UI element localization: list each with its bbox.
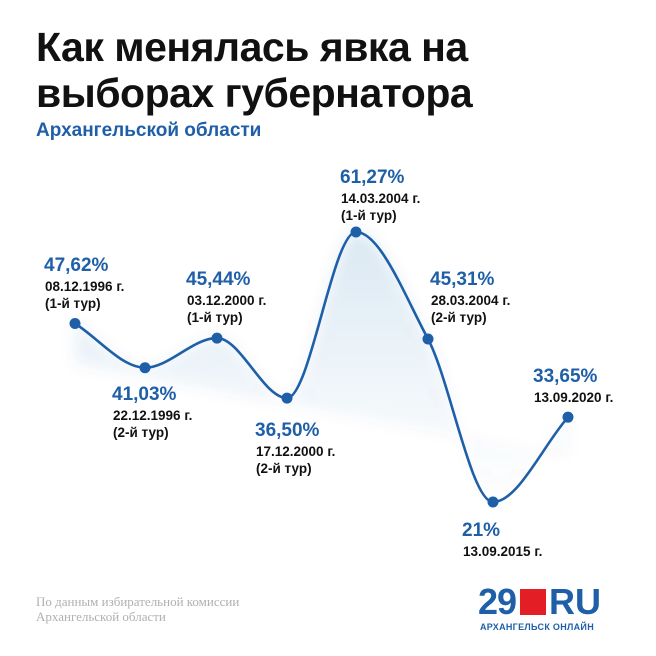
data-point-2: [139, 362, 151, 374]
value-label-2: 41,03%: [112, 384, 177, 405]
value-label-7: 21%: [462, 520, 500, 541]
data-point-4: [281, 392, 293, 404]
source-note-line-1: По данным избирательной комиссии: [36, 594, 240, 609]
data-labels-layer: 47,62% 08.12.1996 г. (1-й тур) 41,03% 22.12.…: [44, 167, 613, 559]
date-label-1: 08.12.1996 г.: [45, 279, 124, 294]
round-label-3: (1-й тур): [187, 310, 243, 325]
logo-number: 29: [478, 581, 517, 622]
date-label-3: 03.12.2000 г.: [187, 293, 266, 308]
series-line-layer: [73, 230, 570, 504]
date-label-7: 13.09.2015 г.: [463, 544, 542, 559]
data-label-group-4: 36,50% 17.12.2000 г. (2-й тур): [255, 420, 335, 476]
data-label-group-7: 21% 13.09.2015 г.: [462, 520, 542, 559]
round-label-4: (2-й тур): [256, 461, 312, 476]
data-point-5: [350, 226, 362, 238]
logo-suffix: RU: [549, 581, 602, 622]
date-label-5: 14.03.2004 г.: [341, 191, 420, 206]
date-label-6: 28.03.2004 г.: [431, 293, 510, 308]
data-label-group-2: 41,03% 22.12.1996 г. (2-й тур): [112, 384, 192, 440]
round-label-1: (1-й тур): [45, 296, 101, 311]
round-label-2: (2-й тур): [113, 425, 169, 440]
data-point-3: [211, 332, 223, 344]
value-label-8: 33,65%: [533, 366, 598, 387]
line-shadow: [75, 232, 568, 502]
date-label-2: 22.12.1996 г.: [113, 408, 192, 423]
chart-title: Как менялась явка на выборах губернатора: [36, 24, 473, 116]
value-label-5: 61,27%: [340, 167, 405, 188]
logo-tagline: АРХАНГЕЛЬСК ОНЛАЙН: [480, 622, 595, 632]
data-point-8: [562, 411, 574, 423]
data-label-group-5: 61,27% 14.03.2004 г. (1-й тур): [340, 167, 420, 223]
round-label-6: (2-й тур): [431, 310, 487, 325]
data-label-group-6: 45,31% 28.03.2004 г. (2-й тур): [430, 269, 510, 325]
data-label-group-3: 45,44% 03.12.2000 г. (1-й тур): [186, 269, 266, 325]
data-label-group-8: 33,65% 13.09.2020 г.: [533, 366, 613, 405]
value-label-1: 47,62%: [44, 255, 109, 276]
data-point-7: [487, 496, 499, 508]
site-logo[interactable]: 29 RU АРХАНГЕЛЬСК ОНЛАЙН: [478, 584, 628, 634]
value-label-3: 45,44%: [186, 269, 251, 290]
data-points-layer: [69, 226, 574, 508]
logo-red-square-icon: [520, 589, 547, 615]
value-label-4: 36,50%: [255, 420, 320, 441]
turnout-series-line: [73, 230, 570, 504]
data-point-6: [422, 333, 434, 345]
data-label-group-1: 47,62% 08.12.1996 г. (1-й тур): [44, 255, 124, 311]
date-label-4: 17.12.2000 г.: [256, 444, 335, 459]
line-glow: [75, 232, 568, 502]
date-label-8: 13.09.2020 г.: [534, 390, 613, 405]
logo-wordmark: 29 RU: [478, 584, 601, 620]
chart-subtitle: Архангельской области: [36, 120, 262, 141]
round-label-5: (1-й тур): [341, 208, 397, 223]
value-label-6: 45,31%: [430, 269, 495, 290]
source-note: По данным избирательной комиссии Арханге…: [36, 594, 239, 624]
source-note-line-2: Архангельской области: [36, 609, 166, 624]
data-point-1: [69, 318, 81, 330]
